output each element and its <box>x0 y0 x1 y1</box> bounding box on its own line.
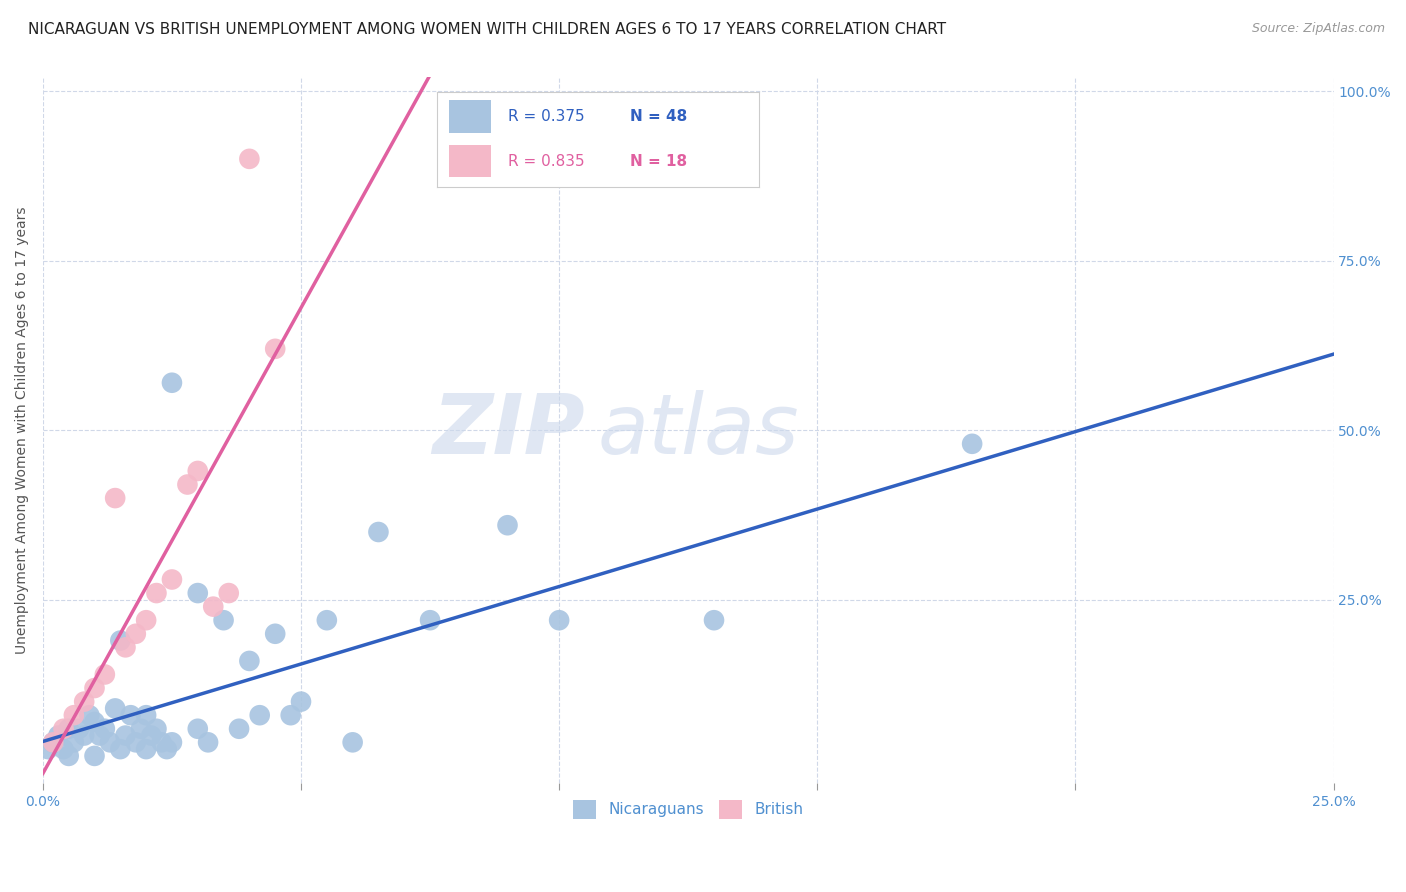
Point <box>249 708 271 723</box>
Point <box>110 633 132 648</box>
Point <box>42 735 65 749</box>
Point <box>197 735 219 749</box>
Point <box>120 708 142 723</box>
Point <box>104 491 127 505</box>
Point <box>202 599 225 614</box>
Point <box>94 722 117 736</box>
Point <box>290 695 312 709</box>
Point <box>160 573 183 587</box>
Point <box>125 735 148 749</box>
Point <box>342 735 364 749</box>
Point <box>98 735 121 749</box>
Point <box>63 708 86 723</box>
Point <box>703 613 725 627</box>
Legend: Nicaraguans, British: Nicaraguans, British <box>567 794 810 825</box>
Text: ZIP: ZIP <box>432 390 585 471</box>
Point <box>67 722 90 736</box>
Point <box>315 613 337 627</box>
Point <box>960 437 983 451</box>
Point <box>52 722 75 736</box>
Point <box>94 667 117 681</box>
Point <box>135 742 157 756</box>
Y-axis label: Unemployment Among Women with Children Ages 6 to 17 years: Unemployment Among Women with Children A… <box>15 206 30 654</box>
Point <box>187 464 209 478</box>
Point <box>150 735 173 749</box>
Text: Source: ZipAtlas.com: Source: ZipAtlas.com <box>1251 22 1385 36</box>
Point <box>187 722 209 736</box>
Point <box>83 681 105 695</box>
Point <box>160 735 183 749</box>
Point <box>145 722 167 736</box>
Point <box>58 748 80 763</box>
Point <box>228 722 250 736</box>
Point <box>104 701 127 715</box>
Point <box>73 695 96 709</box>
Point <box>238 152 260 166</box>
Point <box>125 627 148 641</box>
Point <box>114 640 136 655</box>
Point <box>187 586 209 600</box>
Point <box>79 708 101 723</box>
Point <box>145 586 167 600</box>
Point <box>89 729 111 743</box>
Point <box>48 729 70 743</box>
Point <box>114 729 136 743</box>
Point <box>135 613 157 627</box>
Point <box>129 722 152 736</box>
Text: NICARAGUAN VS BRITISH UNEMPLOYMENT AMONG WOMEN WITH CHILDREN AGES 6 TO 17 YEARS : NICARAGUAN VS BRITISH UNEMPLOYMENT AMONG… <box>28 22 946 37</box>
Point <box>367 524 389 539</box>
Point <box>63 735 86 749</box>
Text: atlas: atlas <box>598 390 800 471</box>
Point <box>37 742 59 756</box>
Point <box>52 742 75 756</box>
Point <box>160 376 183 390</box>
Point <box>280 708 302 723</box>
Point <box>83 748 105 763</box>
Point <box>110 742 132 756</box>
Point <box>212 613 235 627</box>
Point <box>58 722 80 736</box>
Point <box>73 729 96 743</box>
Point <box>419 613 441 627</box>
Point <box>135 708 157 723</box>
Point <box>264 342 287 356</box>
Point <box>548 613 571 627</box>
Point <box>496 518 519 533</box>
Point <box>42 735 65 749</box>
Point <box>83 714 105 729</box>
Point <box>176 477 198 491</box>
Point <box>218 586 240 600</box>
Point <box>264 627 287 641</box>
Point <box>156 742 179 756</box>
Point <box>141 729 163 743</box>
Point <box>238 654 260 668</box>
